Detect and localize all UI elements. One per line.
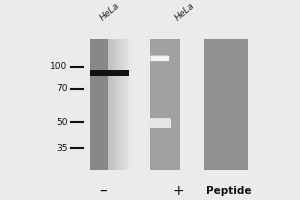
Bar: [121, 39, 122, 170]
Bar: [155, 39, 156, 170]
Bar: [129, 39, 130, 170]
Bar: [177, 39, 178, 170]
Bar: [130, 39, 131, 170]
Bar: [114, 39, 115, 170]
Bar: [117, 39, 118, 170]
Bar: [160, 39, 161, 170]
Bar: [174, 39, 175, 170]
Bar: [170, 39, 171, 170]
Bar: [161, 39, 162, 170]
Bar: [173, 39, 174, 170]
Bar: [204, 39, 248, 170]
FancyBboxPatch shape: [148, 118, 171, 128]
Bar: [134, 39, 150, 170]
Bar: [176, 39, 177, 170]
Bar: [158, 39, 159, 170]
Text: 35: 35: [56, 144, 68, 153]
Bar: [159, 39, 160, 170]
Bar: [150, 39, 151, 170]
Bar: [153, 39, 154, 170]
Bar: [122, 39, 123, 170]
FancyBboxPatch shape: [150, 56, 169, 61]
Bar: [123, 39, 124, 170]
Bar: [151, 39, 152, 170]
Bar: [90, 39, 108, 170]
Text: HeLa: HeLa: [173, 1, 196, 23]
Bar: [126, 39, 127, 170]
Text: –: –: [100, 183, 107, 198]
Bar: [131, 39, 132, 170]
Bar: [133, 39, 134, 170]
Bar: [119, 39, 120, 170]
Bar: [118, 39, 119, 170]
Bar: [157, 39, 158, 170]
Bar: [112, 39, 113, 170]
Bar: [179, 39, 180, 170]
Bar: [154, 39, 155, 170]
Bar: [167, 39, 168, 170]
Bar: [111, 39, 112, 170]
Text: 100: 100: [50, 62, 68, 71]
Bar: [166, 39, 167, 170]
Bar: [171, 39, 172, 170]
Bar: [132, 39, 133, 170]
Bar: [175, 39, 176, 170]
Bar: [163, 39, 164, 170]
Text: Peptide: Peptide: [206, 186, 251, 196]
Bar: [128, 39, 129, 170]
Bar: [156, 39, 157, 170]
Bar: [109, 39, 110, 170]
Bar: [120, 39, 121, 170]
Bar: [116, 39, 117, 170]
Bar: [164, 39, 165, 170]
Bar: [172, 39, 173, 170]
Bar: [118, 39, 119, 170]
Text: 50: 50: [56, 118, 68, 127]
Bar: [108, 39, 109, 170]
Text: HeLa: HeLa: [98, 1, 121, 23]
Bar: [110, 39, 111, 170]
Bar: [168, 39, 169, 170]
Bar: [124, 39, 125, 170]
Bar: [178, 39, 179, 170]
Bar: [90, 70, 129, 76]
Bar: [180, 39, 204, 170]
Bar: [125, 39, 126, 170]
Bar: [115, 39, 116, 170]
Bar: [113, 39, 114, 170]
Bar: [165, 39, 166, 170]
Bar: [152, 39, 153, 170]
Text: +: +: [173, 184, 184, 198]
Text: 70: 70: [56, 84, 68, 93]
Bar: [169, 39, 170, 170]
Bar: [162, 39, 163, 170]
